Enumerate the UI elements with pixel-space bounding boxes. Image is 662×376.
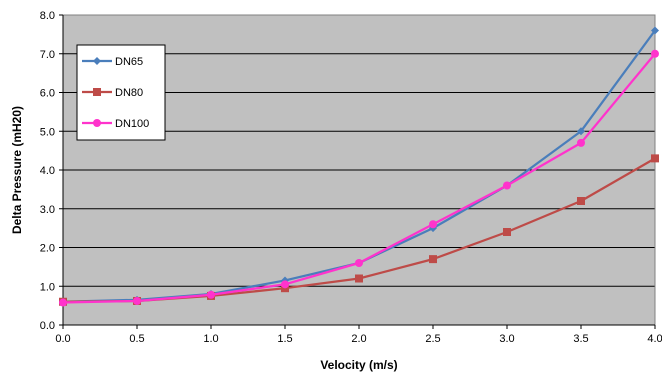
y-tick-label: 3.0 <box>40 204 55 216</box>
x-tick-label: 1.5 <box>277 333 292 345</box>
y-tick-label: 5.0 <box>40 126 55 138</box>
x-tick-label: 3.5 <box>573 333 588 345</box>
y-axis-ticks: 0.0 1.0 2.0 3.0 4.0 5.0 6.0 7.0 8.0 <box>40 10 63 332</box>
y-tick-label: 4.0 <box>40 165 55 177</box>
x-tick-label: 0.0 <box>55 333 70 345</box>
x-axis-title: Velocity (m/s) <box>320 358 397 372</box>
x-axis-ticks: 0.0 0.5 1.0 1.5 2.0 2.5 3.0 3.5 4.0 <box>55 325 662 345</box>
data-point-dn100 <box>281 280 289 289</box>
series-dn100 <box>59 49 659 307</box>
legend-marker-dn100 <box>93 119 101 127</box>
data-point-dn100 <box>503 181 511 190</box>
legend-label-dn80: DN80 <box>115 87 143 99</box>
data-point-dn80 <box>355 274 363 283</box>
x-tick-label: 1.0 <box>203 333 218 345</box>
y-axis-title: Delta Pressure (mH20) <box>10 106 24 234</box>
x-tick-label: 2.0 <box>351 333 366 345</box>
y-tick-label: 2.0 <box>40 243 55 255</box>
legend-marker-dn80 <box>93 88 101 96</box>
data-point-dn80 <box>503 228 511 236</box>
data-point-dn100 <box>59 298 67 307</box>
data-point-dn80 <box>429 255 437 264</box>
y-tick-label: 8.0 <box>40 10 55 22</box>
x-tick-label: 3.0 <box>499 333 514 345</box>
data-point-dn65 <box>577 127 585 136</box>
series-layer <box>59 26 659 307</box>
legend: DN65 DN80 DN100 <box>76 44 166 141</box>
data-point-dn100 <box>577 138 585 147</box>
data-point-dn100 <box>429 220 437 229</box>
y-tick-label: 1.0 <box>40 281 55 293</box>
legend-marker-dn65 <box>93 57 101 65</box>
x-tick-label: 0.5 <box>129 333 144 345</box>
data-point-dn80 <box>577 197 585 205</box>
data-point-dn80 <box>651 154 659 163</box>
data-point-dn100 <box>651 49 659 58</box>
data-point-dn100 <box>355 259 363 267</box>
data-point-dn100 <box>133 296 141 305</box>
legend-label-dn100: DN100 <box>115 118 149 130</box>
data-point-dn65 <box>651 26 659 35</box>
legend-label-dn65: DN65 <box>115 56 143 68</box>
x-tick-label: 4.0 <box>647 333 662 345</box>
y-tick-label: 0.0 <box>40 320 55 332</box>
y-tick-label: 7.0 <box>40 49 55 61</box>
x-tick-label: 2.5 <box>425 333 440 345</box>
data-point-dn100 <box>207 290 215 299</box>
y-tick-label: 6.0 <box>40 88 55 100</box>
